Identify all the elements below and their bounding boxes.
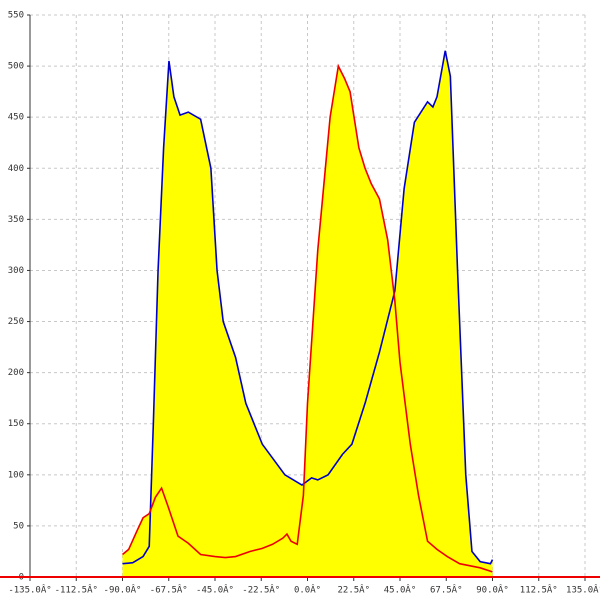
y-tick-label: 50	[13, 521, 24, 531]
x-tick-label: -67.5Â°	[150, 584, 188, 596]
x-tick-label: 67.5Â°	[430, 584, 463, 596]
x-tick-label: 45.0Â°	[384, 584, 417, 596]
x-tick-label: 22.5Â°	[337, 584, 370, 596]
y-tick-label: 200	[8, 368, 24, 378]
x-tick-label: 0.0Â°	[294, 584, 321, 596]
y-tick-label: 250	[8, 317, 24, 327]
y-tick-label: 500	[8, 62, 24, 72]
y-tick-label: 400	[8, 164, 24, 174]
line	[121, 63, 493, 573]
y-tick-label: 100	[8, 470, 24, 480]
y-tick-label: 150	[8, 419, 24, 429]
x-tick-label: -135.0Â°	[8, 584, 51, 596]
x-tick-label: -90.0Â°	[104, 584, 142, 596]
y-tick-label: 300	[8, 266, 24, 276]
y-tick-label: 350	[8, 215, 24, 225]
x-tick-label: 135.0Â°	[566, 584, 600, 596]
x-tick-label: 90.0Â°	[476, 584, 509, 596]
x-tick-label: 112.5Â°	[520, 584, 558, 596]
y-tick-label: 450	[8, 113, 24, 123]
x-tick-label: -112.5Â°	[55, 584, 98, 596]
area	[122, 66, 493, 577]
y-tick-label: 550	[8, 11, 24, 21]
line	[122, 50, 494, 565]
x-tick-label: -22.5Â°	[242, 584, 280, 596]
x-tick-label: -45.0Â°	[196, 584, 234, 596]
